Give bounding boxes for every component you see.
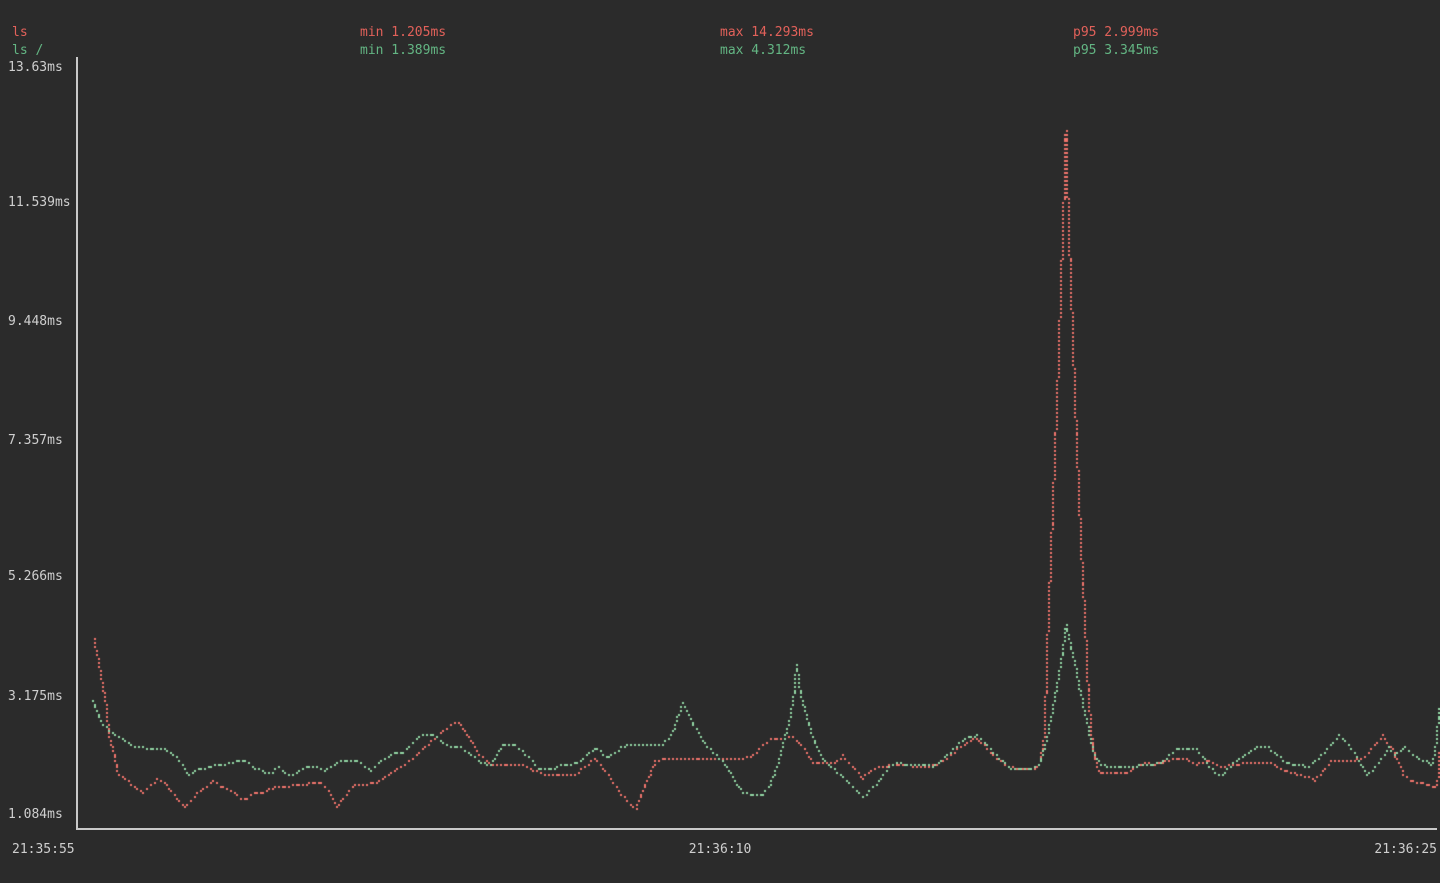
y-axis-label: 9.448ms	[8, 314, 63, 329]
x-axis-label-mid: 21:36:10	[688, 842, 752, 857]
y-axis-label: 7.357ms	[8, 433, 63, 448]
stat-min-ls-slash: min 1.389ms	[360, 43, 447, 58]
stat-max-ls-slash: max 4.312ms	[720, 43, 807, 58]
stat-p95-ls-slash: p95 3.345ms	[1073, 43, 1160, 58]
legend-series-ls: ls	[12, 25, 28, 40]
x-axis-label-start: 21:35:55	[12, 842, 75, 857]
stat-max-ls: max 14.293ms	[720, 25, 814, 40]
y-axis-label: 1.084ms	[8, 807, 63, 822]
y-axis-label: 5.266ms	[8, 569, 63, 584]
y-axis-line	[76, 57, 78, 829]
legend-series-ls-slash: ls /	[12, 43, 44, 58]
stat-min-ls: min 1.205ms	[360, 25, 447, 40]
y-axis-label: 11.539ms	[8, 195, 71, 210]
stat-p95-ls: p95 2.999ms	[1073, 25, 1160, 40]
y-axis-label: 13.63ms	[8, 60, 63, 75]
x-axis-line	[76, 828, 1437, 830]
y-axis-label: 3.175ms	[8, 689, 63, 704]
x-axis-label-end: 21:36:25	[1374, 842, 1437, 857]
